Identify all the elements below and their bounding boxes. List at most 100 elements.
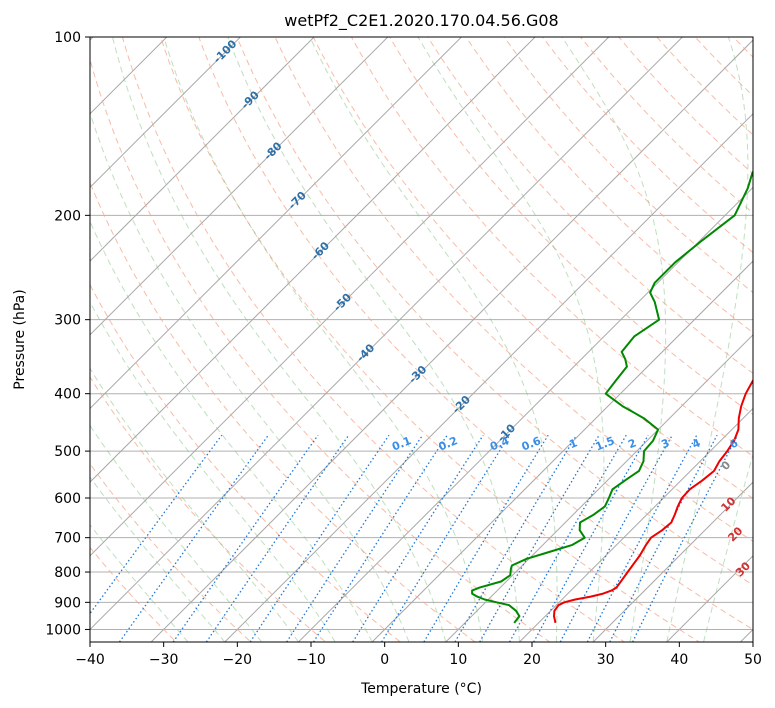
mixing-ratio-line — [381, 434, 511, 642]
y-tick-label: 200 — [54, 208, 81, 224]
x-tick-label: 50 — [744, 652, 762, 668]
isotherm-line — [90, 37, 610, 557]
isotherm-line — [518, 407, 753, 642]
isotherm-line — [224, 113, 753, 642]
axes: −40 −30 −20 −10 0 10 20 30 40 5010020030040050060… — [45, 30, 762, 668]
isotherm-line — [90, 37, 389, 336]
x-tick-label: −10 — [296, 652, 326, 668]
isotherm-line — [592, 481, 753, 642]
dry-adiabat — [274, 37, 753, 542]
moist-adiabat — [90, 524, 189, 642]
mixing-ratio-line — [632, 434, 739, 642]
dry-adiabat — [198, 37, 753, 630]
mixing-ratio-line — [205, 434, 350, 642]
isentrope-label: 0 — [719, 458, 734, 473]
dry-adiabat — [236, 37, 753, 586]
dry-adiabat — [350, 37, 753, 457]
dry-adiabat — [745, 10, 775, 654]
dry-adiabat — [541, 37, 753, 254]
temperature-line — [553, 378, 753, 624]
mixing-ratio-line — [454, 434, 578, 642]
sounding-series — [471, 169, 753, 624]
y-tick-label: 900 — [54, 595, 81, 611]
mixing-ratio-line — [609, 434, 718, 642]
isotherm-line — [90, 37, 168, 115]
isentrope-label: 40 — [749, 585, 769, 605]
isotherm-line — [90, 37, 684, 631]
y-tick-label: 1000 — [45, 622, 81, 638]
moist-adiabat — [90, 220, 373, 642]
x-tick-label: 10 — [449, 652, 467, 668]
dry-adiabat — [389, 37, 753, 416]
isentrope-label: 20 — [725, 524, 745, 544]
dry-adiabat — [90, 57, 551, 642]
isentrope-label: 30 — [733, 559, 753, 579]
mixing-ratio-line — [509, 434, 627, 642]
isotherm-label: -50 — [331, 291, 354, 314]
x-axis-label: Temperature (°C) — [360, 681, 482, 697]
isotherm-line — [666, 555, 753, 642]
moist-adiabat — [90, 424, 263, 642]
chart-title: wetPf2_C2E1.2020.170.04.56.G08 — [284, 11, 558, 31]
mixing-ratio-label: 1 — [567, 436, 579, 451]
x-tick-label: −30 — [149, 652, 179, 668]
isotherm-line — [371, 260, 753, 642]
dry-adiabat — [579, 37, 753, 214]
moist-adiabat — [703, 452, 753, 642]
isotherm-line — [90, 37, 536, 483]
mixing-ratio-line — [172, 434, 319, 642]
x-tick-label: −20 — [223, 652, 253, 668]
dry-adiabat — [90, 376, 327, 642]
mixing-ratio-line — [423, 434, 549, 642]
isotherm-line — [445, 334, 753, 642]
dewpoint-line — [471, 169, 753, 624]
dry-adiabat — [656, 37, 753, 136]
moist-adiabat — [112, 37, 447, 642]
moist-adiabat — [90, 111, 410, 642]
y-axis-label: Pressure (hPa) — [12, 289, 28, 389]
moist-adiabat — [163, 37, 484, 642]
contour-labels: -100-90-80-70-60-50-40-30-20-100.1 0.2 0.4… — [211, 37, 769, 605]
y-tick-label: 300 — [54, 313, 81, 329]
moist-adiabat — [417, 37, 605, 642]
mixing-ratio-label: 2 — [626, 436, 638, 451]
dry-adiabat — [90, 181, 476, 642]
y-tick-label: 700 — [54, 531, 81, 547]
dry-adiabat — [121, 37, 626, 642]
dry-adiabat — [90, 546, 177, 642]
moist-adiabat — [561, 37, 667, 642]
isentrope-label: 10 — [718, 494, 738, 514]
moist-adiabat — [90, 367, 299, 642]
dry-adiabat — [90, 463, 252, 642]
isotherm-line — [90, 37, 463, 410]
x-tick-label: 20 — [523, 652, 541, 668]
isotherm-line — [150, 39, 753, 642]
mixing-ratio-line — [352, 434, 484, 642]
x-tick-label: 30 — [597, 652, 615, 668]
y-tick-label: 400 — [54, 387, 81, 403]
mixing-ratio-line — [312, 434, 448, 642]
mixing-ratio-line — [479, 434, 600, 642]
moist-adiabat — [90, 476, 226, 642]
isotherm-line — [90, 37, 242, 189]
isotherm-line — [297, 186, 753, 642]
mixing-ratio-line — [249, 434, 390, 642]
dry-adiabat — [732, 37, 753, 58]
dry-adiabat — [160, 37, 701, 642]
plot-frame — [89, 36, 754, 643]
y-tick-label: 100 — [54, 30, 81, 46]
x-tick-label: 40 — [670, 652, 688, 668]
mixing-ratio-line — [90, 434, 223, 615]
mixing-ratio-line — [559, 434, 673, 642]
mixing-ratio-label: 8 — [754, 436, 766, 451]
moist-adiabat — [309, 37, 558, 642]
isotherm-label: -60 — [309, 239, 332, 262]
x-tick-label: 0 — [380, 652, 389, 668]
moist-adiabat — [666, 37, 749, 642]
y-tick-label: 500 — [54, 444, 81, 460]
moist-adiabat — [90, 301, 336, 642]
isotherm-line — [90, 37, 315, 262]
dry-adiabat — [90, 283, 402, 642]
mixing-ratio-label: 4 — [690, 436, 702, 451]
